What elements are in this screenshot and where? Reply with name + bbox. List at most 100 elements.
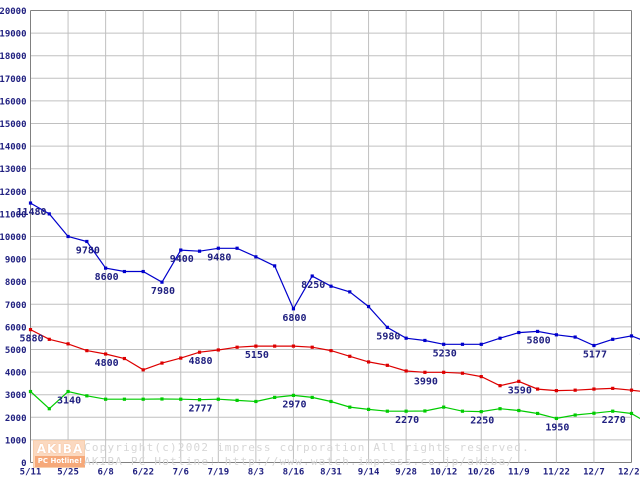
x-tick-label: 12/7 — [583, 468, 605, 478]
data-point-marker — [385, 325, 389, 329]
data-point-marker — [273, 344, 277, 348]
data-point-marker — [122, 356, 127, 361]
data-point-label: 3590 — [508, 385, 532, 396]
data-point-marker — [179, 356, 183, 360]
data-point-marker — [141, 368, 145, 372]
data-point-marker — [535, 329, 540, 334]
data-point-marker — [28, 201, 33, 205]
data-point-marker — [498, 336, 502, 340]
data-point-label: 9780 — [76, 245, 100, 256]
data-point-label: 2270 — [395, 415, 419, 426]
data-point-label: 2250 — [470, 416, 494, 427]
y-tick-label: 16000 — [0, 97, 27, 107]
x-tick-label: 9/28 — [395, 468, 417, 478]
data-point-label: 2777 — [188, 404, 212, 415]
x-tick-label: 8/3 — [248, 468, 264, 478]
x-tick-label: 7/6 — [173, 468, 189, 478]
y-tick-label: 3000 — [5, 391, 27, 401]
data-point-marker — [254, 344, 258, 348]
x-tick-label: 12/21 — [618, 468, 640, 478]
data-point-label: 5980 — [376, 331, 400, 342]
data-point-marker — [273, 395, 277, 400]
data-point-label: 11480 — [16, 207, 46, 218]
data-point-marker — [517, 379, 521, 383]
data-point-marker — [404, 369, 408, 373]
data-point-marker — [66, 342, 70, 346]
data-point-marker — [498, 407, 502, 411]
data-point-marker — [310, 395, 314, 400]
x-tick-label: 9/14 — [358, 468, 380, 478]
y-tick-label: 8000 — [5, 278, 27, 288]
data-point-marker — [197, 249, 202, 253]
data-point-label: 9400 — [170, 254, 194, 265]
data-point-marker — [366, 304, 371, 309]
y-tick-label: 2000 — [5, 414, 27, 424]
data-point-marker — [28, 328, 33, 332]
data-point-label: 4800 — [95, 358, 119, 369]
data-point-marker — [442, 342, 446, 346]
x-tick-label: 6/8 — [97, 468, 113, 478]
data-point-marker — [85, 239, 89, 244]
data-point-label: 7980 — [151, 286, 175, 297]
x-tick-label: 5/11 — [20, 468, 42, 478]
x-tick-label: 5/25 — [57, 468, 79, 478]
data-point-marker — [160, 280, 164, 284]
data-series-layer — [28, 201, 640, 421]
data-point-marker — [291, 344, 296, 348]
data-point-marker — [348, 405, 352, 409]
y-tick-label: 10000 — [0, 233, 27, 243]
data-point-marker — [366, 407, 371, 411]
y-tick-label: 20000 — [0, 7, 27, 17]
data-point-marker — [460, 342, 465, 346]
data-point-marker — [104, 266, 108, 270]
data-point-marker — [104, 352, 108, 356]
x-tick-label: 8/31 — [320, 468, 342, 478]
data-point-marker — [235, 398, 239, 402]
data-point-marker — [385, 409, 389, 413]
data-point-marker — [291, 307, 296, 311]
data-point-label: 5230 — [433, 348, 457, 359]
data-point-marker — [498, 384, 502, 388]
data-point-marker — [479, 410, 483, 414]
y-tick-label: 11000 — [0, 210, 27, 220]
data-point-marker — [554, 389, 558, 393]
data-point-label: 2970 — [282, 399, 306, 410]
data-point-marker — [141, 269, 145, 274]
data-point-marker — [479, 375, 483, 379]
data-point-marker — [310, 345, 314, 349]
x-tick-label: 8/16 — [283, 468, 305, 478]
data-point-label: 3140 — [57, 396, 81, 407]
y-tick-label: 15000 — [0, 120, 27, 130]
data-point-marker — [104, 397, 108, 401]
data-point-marker — [47, 407, 51, 411]
data-point-marker — [479, 342, 483, 346]
watermark-copyright: Copyright(c)2002 impress corporation All… — [84, 441, 530, 454]
x-tick-label: 11/22 — [543, 468, 570, 478]
series-line-green-series — [30, 390, 640, 420]
data-point-marker — [216, 246, 220, 250]
data-point-marker — [85, 349, 89, 353]
y-tick-label: 0 — [21, 459, 26, 469]
data-point-marker — [442, 370, 446, 374]
y-tick-label: 13000 — [0, 165, 27, 175]
y-tick-label: 9000 — [5, 256, 27, 266]
data-point-marker — [460, 371, 465, 375]
data-point-marker — [329, 349, 333, 353]
data-point-marker — [573, 335, 577, 339]
data-point-marker — [329, 284, 333, 288]
data-point-marker — [592, 343, 596, 348]
data-point-marker — [254, 399, 258, 404]
data-point-marker — [66, 234, 70, 239]
data-point-marker — [216, 397, 220, 401]
data-point-marker — [348, 354, 352, 358]
x-axis-tick-labels: 5/11 5/25 6/8 6/22 7/6 7/19 8/3 8/16 8/31 9/14 9/2… — [20, 468, 640, 478]
series-line-blue-series — [30, 202, 640, 347]
data-point-label: 8600 — [95, 272, 119, 283]
data-point-marker — [47, 337, 51, 341]
data-point-marker — [592, 387, 596, 391]
akiba-logo-text: AKIBA — [36, 442, 84, 456]
data-point-marker — [122, 397, 127, 401]
y-tick-label: 18000 — [0, 52, 27, 62]
data-point-marker — [442, 405, 446, 409]
y-tick-label: 17000 — [0, 75, 27, 85]
